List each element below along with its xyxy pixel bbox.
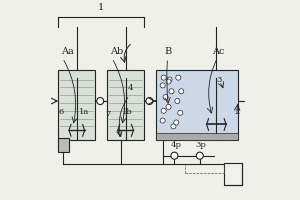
Text: 3p: 3p <box>196 141 207 149</box>
Text: Ac: Ac <box>212 47 225 56</box>
Circle shape <box>160 118 165 123</box>
Text: 2: 2 <box>235 108 240 116</box>
Text: 7: 7 <box>106 110 111 118</box>
Circle shape <box>161 75 166 80</box>
Circle shape <box>171 152 178 159</box>
Circle shape <box>97 98 104 105</box>
Text: Ab: Ab <box>110 47 123 56</box>
Bar <box>156 70 238 140</box>
Circle shape <box>163 95 168 100</box>
Text: 1a: 1a <box>79 108 89 116</box>
Circle shape <box>176 75 181 80</box>
Bar <box>107 70 144 140</box>
Text: 6: 6 <box>59 108 64 116</box>
Text: 4p: 4p <box>170 141 182 149</box>
Circle shape <box>146 98 153 105</box>
Circle shape <box>179 89 184 94</box>
Text: B: B <box>165 47 172 56</box>
Circle shape <box>196 152 203 159</box>
Circle shape <box>175 98 180 104</box>
Circle shape <box>174 120 179 125</box>
Circle shape <box>169 89 174 94</box>
Circle shape <box>160 83 165 88</box>
Text: 4: 4 <box>128 84 133 92</box>
Bar <box>58 138 69 152</box>
Text: 1b: 1b <box>122 108 133 116</box>
Text: Aa: Aa <box>61 47 74 56</box>
Circle shape <box>166 104 171 109</box>
Circle shape <box>161 108 166 113</box>
Circle shape <box>178 110 183 115</box>
Circle shape <box>171 124 176 129</box>
Text: 1: 1 <box>98 3 104 12</box>
Circle shape <box>166 79 171 84</box>
Bar <box>224 163 242 185</box>
Bar <box>156 133 238 140</box>
Circle shape <box>167 77 172 82</box>
Text: 3: 3 <box>216 76 222 84</box>
Bar <box>58 70 95 140</box>
